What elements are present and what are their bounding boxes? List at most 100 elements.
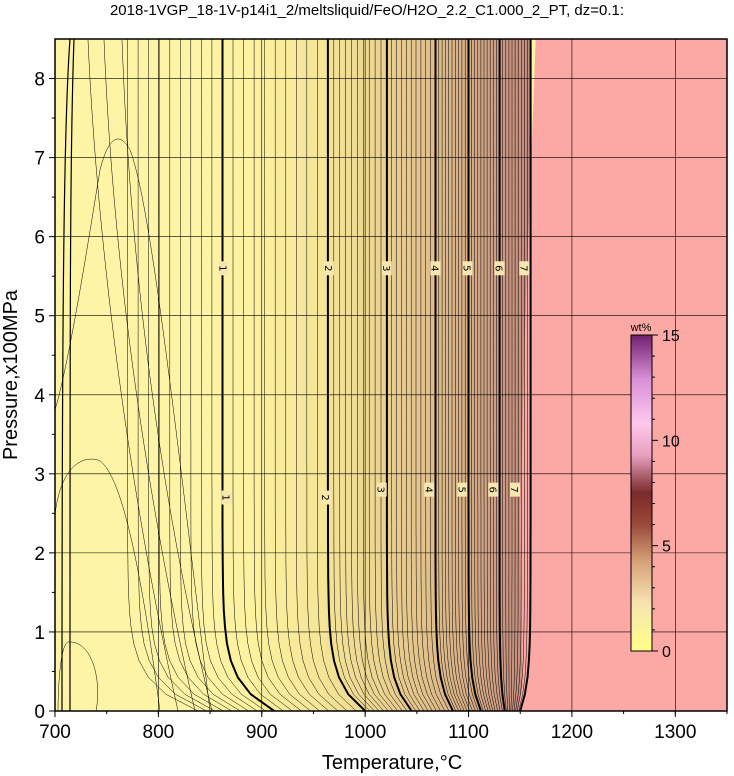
- y-axis-ticks: 0 1 2 3 4 5 6 7 8: [34, 70, 55, 723]
- colorbar-tick-label: 5: [662, 539, 671, 556]
- minor-contour-line: [508, 39, 510, 711]
- minor-contour-line: [357, 39, 389, 711]
- contour-label-bg: [510, 482, 521, 497]
- low-temp-contour: [55, 138, 211, 711]
- shading-band: [232, 39, 242, 711]
- y-tick-label: 5: [34, 307, 45, 328]
- low-temp-contour: [61, 39, 71, 711]
- contour-label: 1: [217, 265, 228, 271]
- colorbar-tick-label: 0: [662, 644, 671, 661]
- minor-contour-line: [264, 39, 311, 711]
- contour-label-bg: [221, 490, 232, 505]
- contour-label-bg: [457, 482, 468, 497]
- minor-contour-line: [243, 39, 293, 711]
- minor-contour-line: [461, 39, 476, 711]
- contour-label: 1: [220, 494, 231, 500]
- contour-label-bg: [488, 482, 499, 497]
- shading-band: [385, 39, 396, 711]
- minor-contour-line: [464, 39, 479, 711]
- minor-contour-line: [510, 39, 513, 711]
- major-contour-6: [498, 39, 506, 711]
- minor-contour-line: [374, 39, 403, 711]
- low-temperature-contours: [55, 39, 213, 711]
- minor-contour-line: [441, 39, 459, 711]
- minor-contour-line: [486, 39, 496, 711]
- plot-frame: [54, 38, 728, 712]
- x-tick-label: 900: [246, 722, 278, 743]
- minor-contour-line: [285, 39, 329, 711]
- minor-contour-line: [458, 39, 473, 711]
- shading-band: [504, 39, 515, 711]
- minor-contour-line: [169, 39, 232, 711]
- shading-band: [274, 39, 285, 711]
- colorbar: wt% 0 5 10 15: [630, 322, 680, 661]
- minor-contour-line: [368, 39, 398, 711]
- contour-label: 3: [380, 265, 391, 271]
- shading-band: [240, 39, 251, 711]
- contour-label: 4: [422, 486, 433, 492]
- minor-contour-line: [480, 39, 491, 711]
- x-tick-label: 1000: [344, 722, 386, 743]
- minor-contour-line: [415, 39, 437, 711]
- minor-contour-line: [483, 39, 494, 711]
- minor-contour-line: [232, 39, 284, 711]
- x-axis-ticks: 700 800 900 1000 1100 1200 1300: [39, 711, 728, 743]
- chart-title: 2018-1VGP_18-1V-p14i1_2/meltsliquid/FeO/…: [110, 2, 624, 19]
- shading-band: [308, 39, 319, 711]
- low-temp-contour: [55, 458, 161, 711]
- shading-band: [351, 39, 361, 711]
- contour-label-bg: [430, 261, 441, 276]
- contour-label: 7: [517, 265, 528, 271]
- low-temp-contour: [69, 39, 75, 711]
- contour-label-bg: [494, 261, 505, 276]
- major-contour-2: [326, 39, 366, 711]
- x-tick-label: 1100: [448, 722, 489, 743]
- minor-contour-line: [306, 39, 348, 711]
- x-tick-label: 1200: [551, 722, 593, 743]
- minor-contour-line: [513, 39, 519, 711]
- shading-band: [283, 39, 293, 711]
- minor-contour-line: [471, 39, 484, 711]
- minor-contour-line: [351, 39, 384, 711]
- minor-contour-line: [489, 39, 498, 711]
- low-temp-contour: [121, 39, 213, 711]
- minor-contour-line: [455, 39, 471, 711]
- shading-band: [257, 39, 268, 711]
- shading-band: [470, 39, 481, 711]
- shading-band: [487, 39, 498, 711]
- contour-label: 2: [322, 265, 333, 271]
- shading-band: [266, 39, 276, 711]
- shading-band: [189, 39, 199, 711]
- contour-label-bg: [462, 261, 473, 276]
- minor-contour-line: [420, 39, 441, 711]
- minor-contour-line: [363, 39, 394, 711]
- contour-label: 3: [375, 486, 386, 492]
- shading-band: [359, 39, 370, 711]
- colorbar-ticks: 0 5 10 15: [652, 328, 680, 661]
- contour-label-bg: [424, 482, 435, 497]
- y-tick-label: 4: [34, 386, 45, 407]
- minor-contour-line: [345, 39, 380, 711]
- contour-label-bg: [320, 490, 331, 505]
- shading-band: [214, 39, 225, 711]
- shading-band: [402, 39, 413, 711]
- shading-band: [223, 39, 234, 711]
- shading-band: [419, 39, 430, 711]
- shading-band: [445, 39, 455, 711]
- shading-band: [325, 39, 336, 711]
- low-temp-contour: [103, 39, 196, 711]
- colorbar-tick-label: 15: [662, 328, 680, 345]
- y-tick-label: 2: [34, 544, 45, 565]
- minor-contour-line: [438, 39, 457, 711]
- minor-contour-line: [158, 39, 224, 711]
- major-contours: [221, 39, 532, 711]
- minor-contour-line: [493, 39, 501, 711]
- minor-contour-line: [253, 39, 302, 711]
- x-tick-label: 800: [143, 722, 175, 743]
- colorbar-tick-label: 10: [662, 433, 680, 450]
- y-axis-label: Pressure,x100MPa: [0, 289, 22, 460]
- minor-contour-line: [406, 39, 429, 711]
- minor-contour-line: [380, 39, 408, 711]
- minor-contour-line: [430, 39, 450, 711]
- minor-contour-line: [180, 39, 241, 711]
